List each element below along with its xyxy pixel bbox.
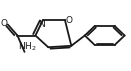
Text: NH$_2$: NH$_2$ — [18, 41, 36, 53]
Text: O: O — [0, 19, 7, 28]
Text: O: O — [66, 16, 73, 25]
Text: N: N — [38, 20, 45, 29]
